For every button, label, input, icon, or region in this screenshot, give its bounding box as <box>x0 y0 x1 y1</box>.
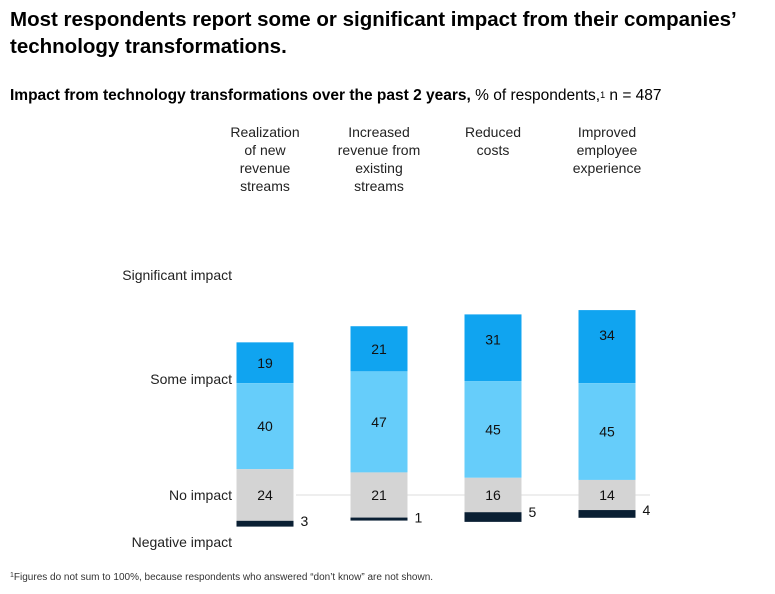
data-label-significant-impact-2: 21 <box>371 341 387 357</box>
data-label-negative-impact-4: 4 <box>643 502 651 518</box>
bar-no-impact-3 <box>464 477 522 513</box>
bar-significant-impact-4 <box>578 310 636 384</box>
bar-some-impact-4 <box>578 383 636 480</box>
bar-some-impact-2 <box>350 371 408 473</box>
bar-no-impact-4 <box>578 479 636 511</box>
category-label-1-line-4: streams <box>240 178 290 194</box>
bar-negative-impact-4 <box>578 510 636 518</box>
row-label-no-impact: No impact <box>169 487 232 503</box>
bar-significant-impact-2 <box>350 326 408 372</box>
category-label-3-line-2: costs <box>477 142 510 158</box>
row-label-negative-impact: Negative impact <box>132 534 232 550</box>
subtitle-sample-size: n = 487 <box>605 87 662 104</box>
data-label-no-impact-1: 24 <box>257 487 273 503</box>
bar-negative-impact-2 <box>350 517 408 521</box>
data-label-significant-impact-4: 34 <box>599 327 615 343</box>
data-label-no-impact-3: 16 <box>485 487 501 503</box>
category-label-4-line-2: employee <box>577 142 638 158</box>
bar-no-impact-2 <box>350 472 408 518</box>
data-label-no-impact-4: 14 <box>599 487 615 503</box>
category-label-2-line-4: streams <box>354 178 404 194</box>
footnote-text: Figures do not sum to 100%, because resp… <box>13 572 434 583</box>
category-label-4-line-3: experience <box>573 160 642 176</box>
category-label-2-line-2: revenue from <box>338 142 420 158</box>
data-label-some-impact-3: 45 <box>485 421 501 437</box>
category-label-4-line-1: Improved <box>578 124 636 140</box>
subtitle-main: Impact from technology transformations o… <box>10 87 471 104</box>
data-label-no-impact-2: 21 <box>371 487 387 503</box>
row-label-some-impact: Some impact <box>150 371 232 387</box>
footnote-marker: 1 <box>10 572 14 579</box>
category-label-3-line-1: Reduced <box>465 124 521 140</box>
bar-significant-impact-3 <box>464 314 522 382</box>
category-label-2-line-1: Increased <box>348 124 409 140</box>
data-label-negative-impact-2: 1 <box>415 510 423 526</box>
data-label-some-impact-1: 40 <box>257 418 273 434</box>
data-label-significant-impact-3: 31 <box>485 331 501 347</box>
category-label-2-line-3: existing <box>355 160 402 176</box>
subtitle-footnote-marker: 1 <box>600 90 606 100</box>
data-label-negative-impact-1: 3 <box>301 513 309 529</box>
bar-no-impact-1 <box>236 469 294 521</box>
data-label-some-impact-2: 47 <box>371 414 387 430</box>
bar-significant-impact-1 <box>236 342 294 384</box>
data-label-significant-impact-1: 19 <box>257 355 273 371</box>
row-label-significant-impact: Significant impact <box>122 267 232 283</box>
category-label-1-line-2: of new <box>244 142 286 158</box>
bar-negative-impact-3 <box>464 512 522 522</box>
bar-some-impact-1 <box>236 383 294 470</box>
bar-some-impact-3 <box>464 381 522 478</box>
data-label-negative-impact-3: 5 <box>529 504 537 520</box>
category-label-1-line-1: Realization <box>230 124 299 140</box>
category-label-1-line-3: revenue <box>240 160 291 176</box>
chart-subtitle: Impact from technology transformations o… <box>10 86 770 106</box>
bar-negative-impact-1 <box>236 520 294 527</box>
chart-title: Most respondents report some or signific… <box>10 8 736 58</box>
subtitle-unit: % of respondents, <box>470 87 601 104</box>
footnote: 1Figures do not sum to 100%, because res… <box>10 572 433 583</box>
data-label-some-impact-4: 45 <box>599 424 615 440</box>
